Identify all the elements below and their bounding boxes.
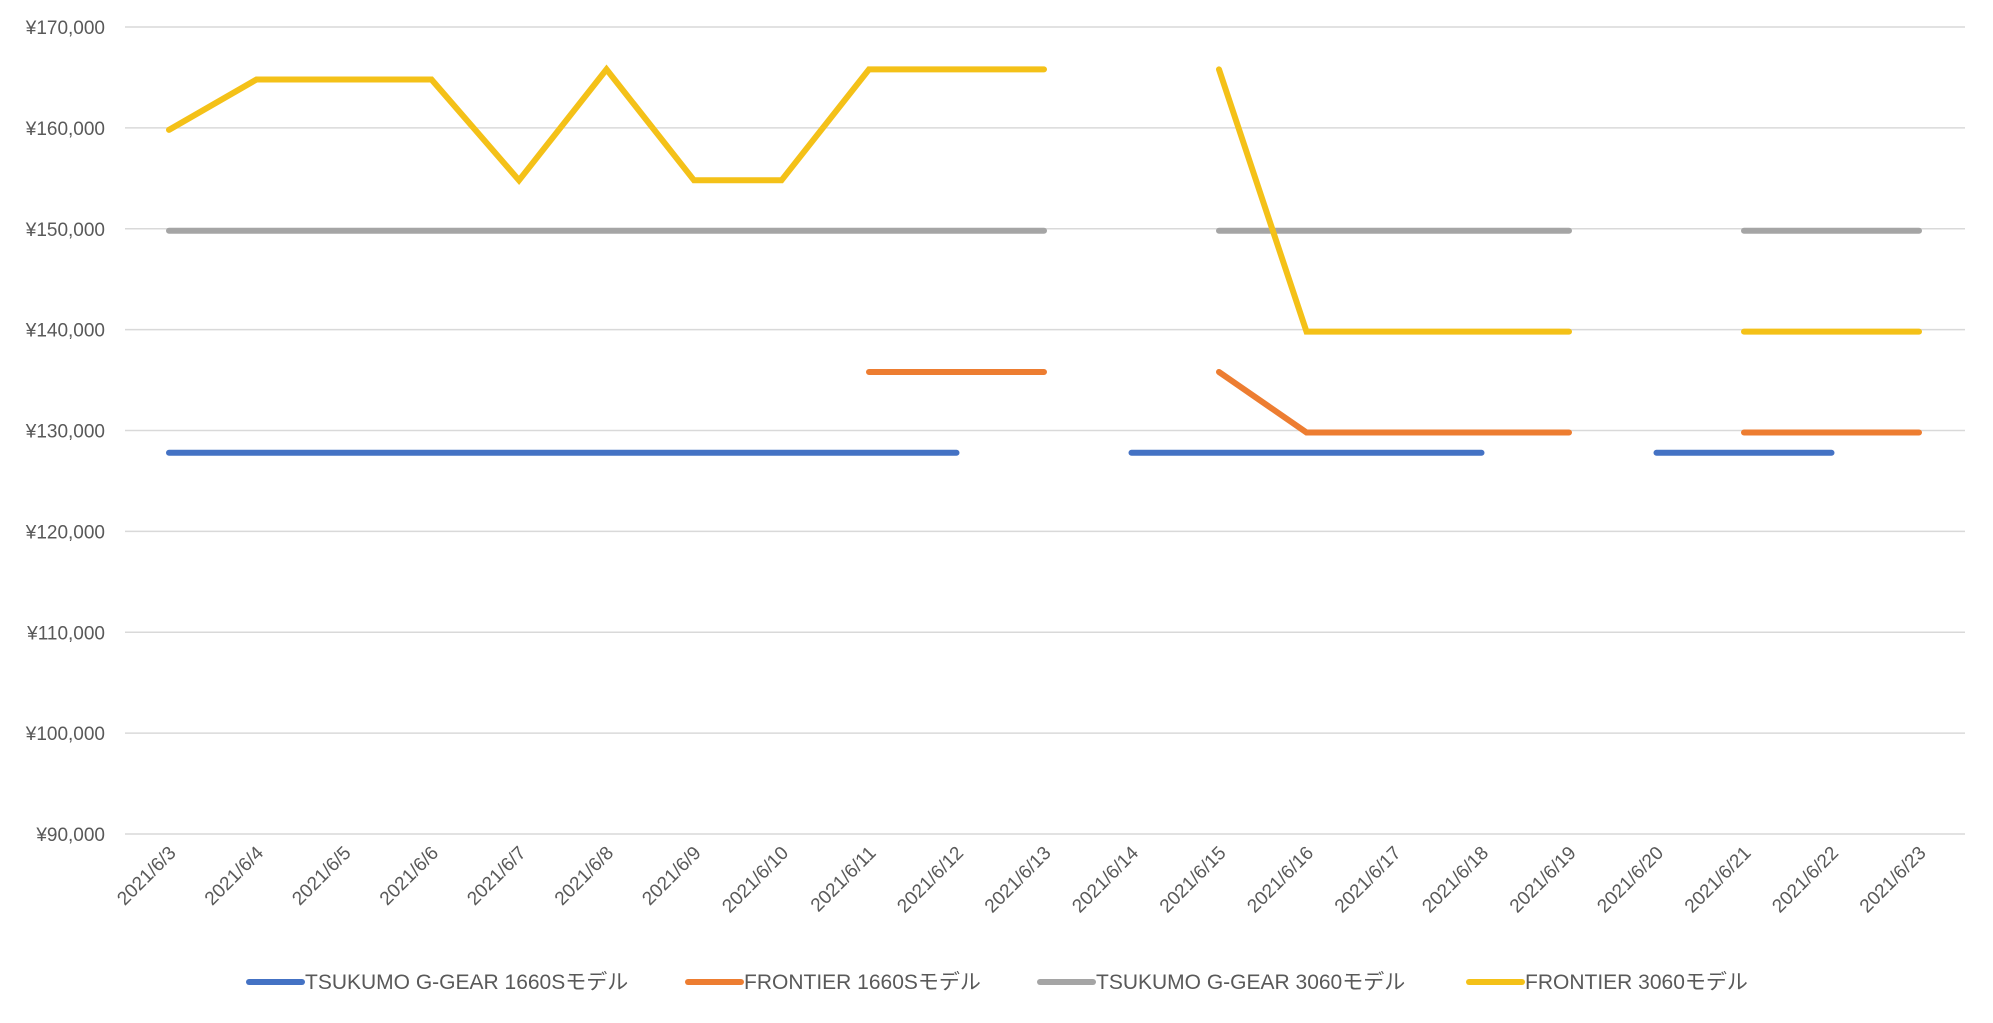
x-tick-label: 2021/6/20 bbox=[1593, 843, 1668, 918]
x-tick-label: 2021/6/10 bbox=[718, 843, 793, 918]
legend-label: FRONTIER 3060モデル bbox=[1525, 971, 1748, 994]
x-tick-label: 2021/6/15 bbox=[1156, 843, 1231, 918]
x-tick-label: 2021/6/3 bbox=[113, 843, 180, 910]
legend-label: TSUKUMO G-GEAR 1660Sモデル bbox=[305, 971, 628, 994]
legend-label: TSUKUMO G-GEAR 3060モデル bbox=[1096, 971, 1405, 994]
y-tick-label: ¥130,000 bbox=[25, 422, 105, 443]
series-lines bbox=[166, 64, 1922, 456]
x-tick-label: 2021/6/23 bbox=[1856, 843, 1931, 918]
x-tick-label: 2021/6/5 bbox=[288, 843, 355, 910]
x-tick-label: 2021/6/17 bbox=[1331, 843, 1406, 918]
x-tick-label: 2021/6/11 bbox=[807, 843, 881, 917]
x-axis-tick-labels: 2021/6/3 2021/6/4 2021/6/5 2021/6/6 2021/6/7… bbox=[113, 842, 1930, 917]
x-tick-label: 2021/6/12 bbox=[893, 843, 968, 918]
x-tick-label: 2021/6/13 bbox=[981, 843, 1056, 918]
y-axis-tick-labels: ¥90,000 ¥100,000 ¥110,000 ¥120,000 ¥130,000 ¥… bbox=[25, 18, 105, 846]
x-tick-label: 2021/6/19 bbox=[1506, 843, 1581, 918]
legend: TSUKUMO G-GEAR 1660Sモデル FRONTIER 1660Sモデル… bbox=[246, 971, 1748, 994]
series-line-2 bbox=[866, 369, 1922, 436]
y-tick-label: ¥100,000 bbox=[25, 724, 105, 745]
x-tick-label: 2021/6/16 bbox=[1243, 843, 1318, 918]
x-tick-label: 2021/6/21 bbox=[1681, 843, 1756, 918]
gridlines bbox=[125, 26, 1965, 835]
y-tick-label: ¥90,000 bbox=[35, 825, 105, 846]
x-tick-label: 2021/6/22 bbox=[1768, 843, 1843, 918]
y-tick-label: ¥140,000 bbox=[25, 321, 105, 342]
y-tick-label: ¥110,000 bbox=[26, 623, 105, 644]
x-tick-label: 2021/6/4 bbox=[201, 842, 268, 909]
y-tick-label: ¥150,000 bbox=[25, 220, 105, 241]
x-tick-label: 2021/6/8 bbox=[551, 843, 618, 910]
y-tick-label: ¥160,000 bbox=[25, 119, 105, 140]
series-line-4 bbox=[166, 64, 1922, 335]
x-tick-label: 2021/6/7 bbox=[463, 843, 530, 910]
x-tick-label: 2021/6/9 bbox=[638, 843, 705, 910]
y-tick-label: ¥170,000 bbox=[25, 18, 105, 39]
x-tick-label: 2021/6/6 bbox=[376, 843, 443, 910]
x-tick-label: 2021/6/14 bbox=[1068, 842, 1143, 917]
x-tick-label: 2021/6/18 bbox=[1418, 843, 1493, 918]
y-tick-label: ¥120,000 bbox=[25, 522, 105, 543]
legend-label: FRONTIER 1660Sモデル bbox=[744, 971, 981, 994]
